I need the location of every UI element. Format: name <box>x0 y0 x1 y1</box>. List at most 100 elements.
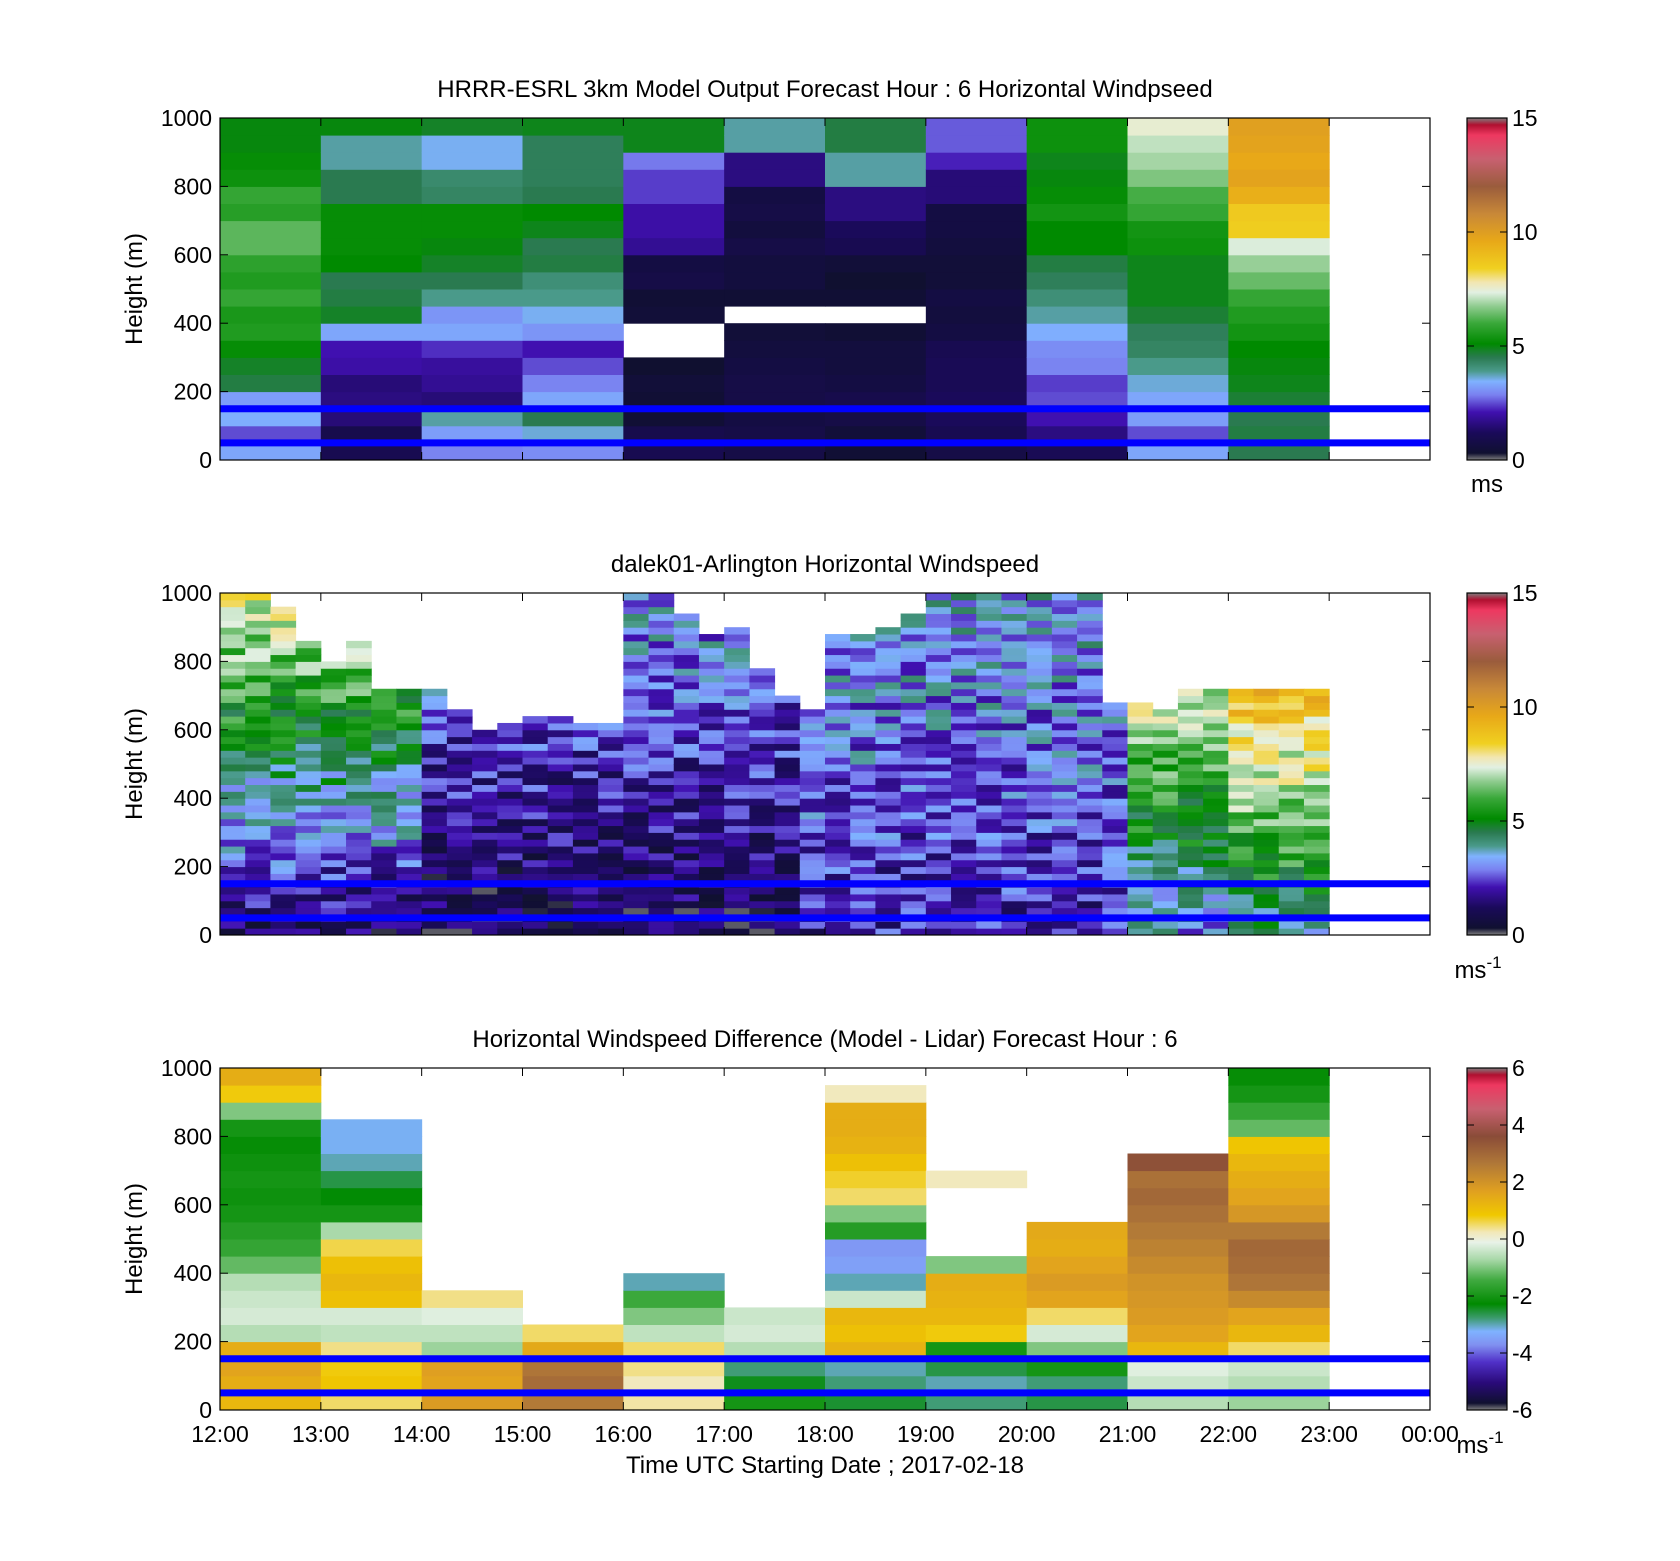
lidar-bin <box>1102 736 1128 744</box>
lidar-bin <box>976 661 1002 669</box>
lidar-bin <box>698 784 725 792</box>
lidar-bin <box>623 907 650 915</box>
lidar-bin <box>1077 893 1103 902</box>
lidar-bin <box>1077 606 1103 615</box>
heatmap-cell <box>825 374 927 393</box>
lidar-bin <box>799 777 826 786</box>
lidar-bin <box>270 750 297 758</box>
lidar-bin <box>673 729 700 738</box>
lidar-bin <box>1127 839 1154 847</box>
lidar-bin <box>396 928 423 935</box>
lidar-bin <box>976 654 1002 662</box>
lidar-bin <box>1303 798 1330 806</box>
heatmap-cell <box>320 1324 423 1343</box>
lidar-bin <box>1127 764 1154 772</box>
heatmap-cell <box>421 203 523 222</box>
lidar-bin <box>799 818 826 827</box>
lidar-bin <box>1001 900 1028 909</box>
lidar-bin <box>1001 777 1028 786</box>
lidar-bin <box>1152 798 1179 806</box>
lidar-bin <box>900 852 927 861</box>
lidar-bin <box>1001 811 1028 820</box>
lidar-bin <box>1152 736 1179 744</box>
lidar-bin <box>421 750 448 758</box>
lidar-bin <box>1102 784 1128 792</box>
lidar-bin <box>421 702 448 710</box>
lidar-bin <box>220 593 246 601</box>
lidar-bin <box>875 764 902 772</box>
lidar-bin <box>522 784 549 792</box>
lidar-bin <box>900 859 927 868</box>
lidar-bin <box>346 907 372 915</box>
lidar-bin <box>774 716 801 724</box>
heatmap-cell <box>220 1136 322 1154</box>
lidar-bin <box>220 634 246 642</box>
lidar-bin <box>1102 764 1128 772</box>
lidar-bin <box>976 866 1002 874</box>
lidar-bin <box>648 688 675 697</box>
lidar-bin <box>648 791 675 799</box>
lidar-bin <box>1102 798 1128 806</box>
heatmap-cell <box>1228 1102 1330 1120</box>
lidar-bin <box>1177 798 1204 806</box>
lidar-bin <box>1253 811 1280 820</box>
lidar-bin <box>295 640 322 649</box>
heatmap-cell <box>220 306 322 324</box>
heatmap-cell <box>1228 1358 1330 1377</box>
lidar-bin <box>648 887 675 895</box>
lidar-bin <box>220 688 246 697</box>
heatmap-cell <box>320 254 423 273</box>
colorbar-tick-label: 0 <box>1512 1226 1525 1252</box>
lidar-bin <box>320 777 347 786</box>
lidar-bin <box>598 770 624 779</box>
lidar-bin <box>799 873 826 881</box>
lidar-bin <box>825 832 851 840</box>
lidar-bin <box>1177 907 1204 915</box>
lidar-bin <box>1278 743 1305 751</box>
lidar-bin <box>749 784 776 792</box>
lidar-bin <box>1303 805 1330 813</box>
heatmap-cell <box>1127 152 1229 170</box>
y-tick-label: 400 <box>174 310 212 336</box>
lidar-bin <box>976 893 1002 902</box>
lidar-bin <box>698 634 725 642</box>
lidar-bin <box>547 928 574 935</box>
lidar-bin <box>1253 736 1280 744</box>
y-tick-label: 800 <box>174 648 212 674</box>
lidar-bin <box>850 716 876 724</box>
lidar-bin <box>1051 921 1078 929</box>
panel-lidar-x-ticks <box>219 593 1431 935</box>
lidar-bin <box>1203 900 1229 909</box>
heatmap-cell <box>320 1221 423 1240</box>
lidar-bin <box>1051 620 1078 628</box>
lidar-bin <box>875 900 902 909</box>
lidar-bin <box>1303 688 1330 697</box>
lidar-bin <box>774 784 801 792</box>
lidar-bin <box>900 798 927 806</box>
lidar-bin <box>245 866 271 874</box>
lidar-bin <box>1077 859 1103 868</box>
lidar-bin <box>396 798 423 806</box>
lidar-bin <box>346 805 372 813</box>
lidar-bin <box>698 893 725 902</box>
lidar-bin <box>598 900 624 909</box>
lidar-bin <box>951 654 977 662</box>
lidar-bin <box>547 839 574 847</box>
lidar-bin <box>648 716 675 724</box>
lidar-bin <box>951 688 977 697</box>
lidar-bin <box>925 716 952 724</box>
heatmap-cell <box>421 1358 523 1377</box>
lidar-bin <box>270 716 297 724</box>
heatmap-cell <box>1127 425 1229 444</box>
lidar-bin <box>648 702 675 710</box>
lidar-bin <box>850 887 876 895</box>
lidar-bin <box>623 681 650 690</box>
lidar-bin <box>774 928 801 935</box>
heatmap-cell <box>320 357 423 375</box>
lidar-bin <box>295 681 322 690</box>
lidar-bin <box>925 805 952 813</box>
lidar-bin <box>1228 695 1255 703</box>
heatmap-cell <box>825 118 927 136</box>
lidar-bin <box>295 757 322 765</box>
lidar-bin <box>648 620 675 628</box>
